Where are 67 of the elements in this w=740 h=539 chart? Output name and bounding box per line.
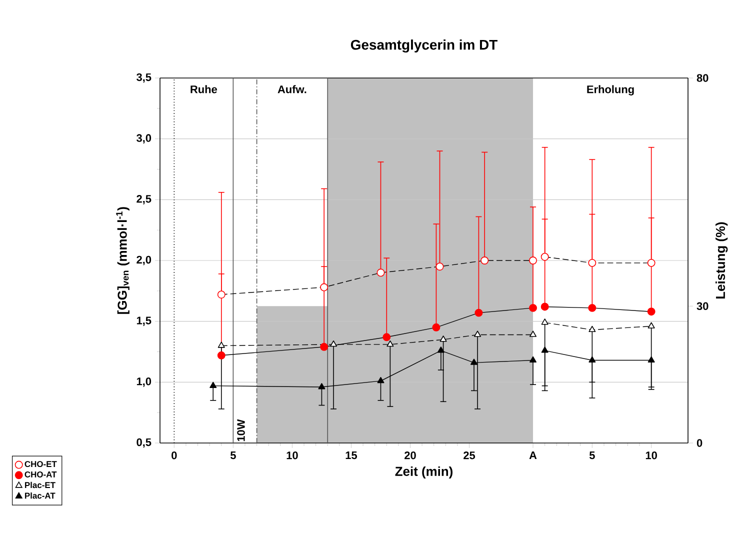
y2-tick-label: 80 bbox=[696, 74, 708, 82]
y2-tick-label: 0 bbox=[696, 439, 702, 447]
y-tick-label: 2,0 bbox=[136, 256, 152, 266]
y-tick-label: 3,0 bbox=[136, 134, 152, 144]
point bbox=[648, 322, 655, 328]
point bbox=[432, 323, 440, 332]
x-tick-label: 25 bbox=[464, 452, 476, 460]
y-axis-title: [GG]$_{ven}$ (mmol·l$^{-1}$) bbox=[116, 207, 130, 314]
chart-title: Gesamtglycerin im DT bbox=[350, 39, 498, 53]
x-tick-label: 10 bbox=[286, 452, 298, 460]
annotation: 10W bbox=[237, 419, 245, 442]
point bbox=[647, 308, 656, 316]
annotation: Ruhe bbox=[190, 85, 217, 94]
point bbox=[648, 356, 655, 362]
legend-label: CHO-ET bbox=[24, 461, 57, 468]
point bbox=[541, 346, 548, 353]
point bbox=[529, 304, 537, 312]
point bbox=[474, 330, 482, 337]
point bbox=[530, 356, 537, 362]
point bbox=[541, 318, 548, 325]
point bbox=[540, 302, 549, 311]
point bbox=[436, 262, 444, 271]
y-tick-label: 0,5 bbox=[136, 438, 152, 448]
point bbox=[540, 252, 549, 261]
legend-label: Plac-AT bbox=[25, 492, 56, 499]
x-tick-label: 20 bbox=[404, 452, 416, 460]
y2-axis-title: Leistung (%) bbox=[716, 222, 728, 298]
x-tick-label: 10 bbox=[646, 452, 657, 460]
x-axis-title: Zeit (min) bbox=[395, 466, 452, 479]
point bbox=[377, 376, 384, 384]
point bbox=[530, 330, 537, 337]
y-tick-label: 3,5 bbox=[136, 73, 152, 83]
point bbox=[376, 268, 385, 277]
point bbox=[218, 342, 225, 348]
point bbox=[440, 336, 447, 342]
x-tick-label: A bbox=[529, 452, 537, 460]
y-tick-label: 2,5 bbox=[136, 195, 152, 204]
y-tick-label: 1,0 bbox=[136, 378, 152, 387]
point bbox=[320, 283, 328, 292]
point bbox=[588, 356, 596, 362]
point bbox=[647, 258, 656, 267]
point bbox=[470, 358, 478, 365]
point bbox=[382, 333, 391, 342]
point bbox=[474, 308, 483, 317]
point bbox=[588, 304, 596, 312]
annotation: Erholung bbox=[587, 85, 634, 96]
point bbox=[480, 256, 489, 264]
y2-tick-label: 30 bbox=[696, 302, 708, 310]
point bbox=[437, 346, 444, 353]
x-tick-label: 5 bbox=[589, 452, 595, 460]
legend-label: Plac-ET bbox=[25, 482, 56, 488]
annotation: Aufw. bbox=[278, 85, 306, 94]
point bbox=[529, 256, 537, 264]
y-tick-label: 1,5 bbox=[136, 316, 152, 326]
point bbox=[217, 351, 226, 360]
point bbox=[318, 383, 326, 390]
point bbox=[588, 326, 596, 332]
point bbox=[217, 290, 226, 299]
point bbox=[588, 258, 596, 267]
x-tick-label: 15 bbox=[346, 452, 358, 460]
point bbox=[210, 382, 217, 388]
point bbox=[386, 340, 394, 347]
point bbox=[330, 340, 338, 347]
point bbox=[320, 342, 328, 351]
x-tick-label: 0 bbox=[172, 452, 177, 460]
x-tick-label: 5 bbox=[230, 452, 236, 460]
legend-label: CHO-AT bbox=[24, 471, 57, 478]
